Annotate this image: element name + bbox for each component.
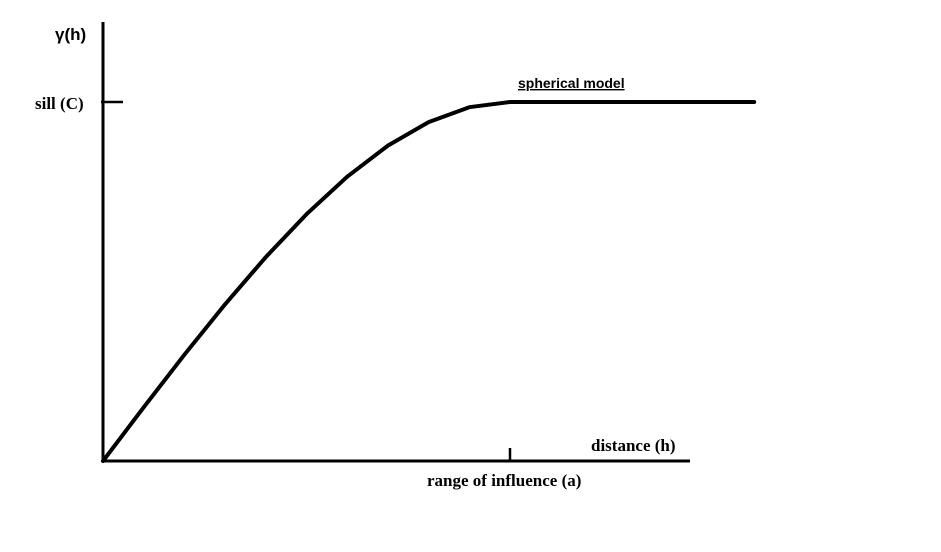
x-axis-label: distance (h) <box>591 436 676 455</box>
spherical-model-curve <box>101 100 757 463</box>
sill-label: sill (C) <box>35 94 84 113</box>
y-axis-label: γ(h) <box>55 25 86 44</box>
series-label: spherical model <box>518 75 625 91</box>
range-label: range of influence (a) <box>427 471 581 490</box>
